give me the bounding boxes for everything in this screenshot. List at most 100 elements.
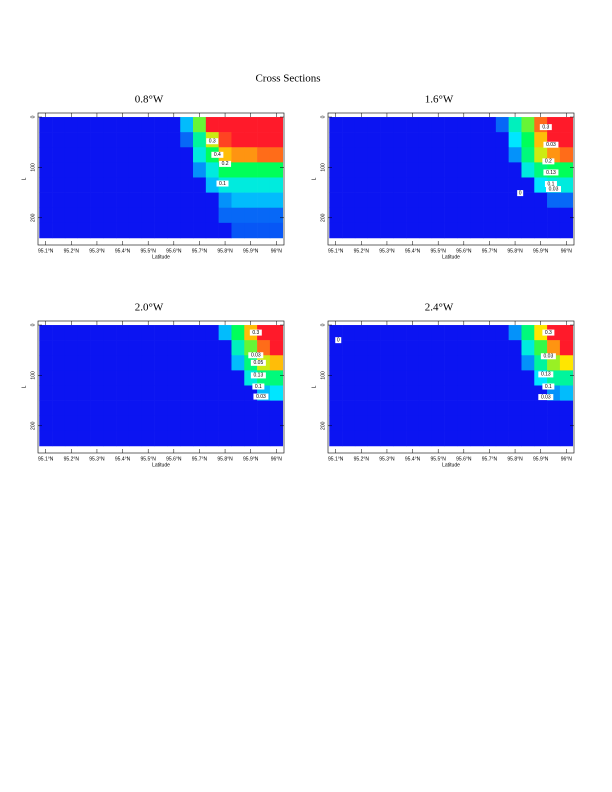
heatmap-cell: [116, 325, 130, 341]
x-tick-label: 95.3°N: [89, 248, 105, 254]
heatmap-cell: [193, 385, 207, 401]
heatmap-cell: [380, 370, 394, 386]
heatmap-cell: [354, 117, 369, 133]
heatmap-cell: [329, 325, 343, 341]
contour-label: 0: [337, 337, 340, 343]
heatmap-cell: [39, 192, 53, 209]
heatmap-cell: [103, 117, 117, 133]
heatmap-cell: [218, 400, 232, 417]
heatmap-cell: [559, 147, 574, 163]
heatmap-cell: [77, 117, 91, 133]
heatmap-cell: [559, 430, 574, 447]
heatmap-cell: [418, 415, 433, 432]
heatmap-cell: [141, 355, 155, 371]
heatmap-cell: [180, 340, 194, 356]
heatmap-cell: [559, 192, 574, 209]
heatmap-cell: [354, 192, 369, 209]
heatmap-cell: [367, 385, 381, 401]
heatmap-cell: [193, 400, 207, 417]
heatmap-cell: [534, 207, 548, 224]
heatmap-cell: [457, 370, 471, 386]
heatmap-cell: [406, 340, 420, 356]
heatmap-cell: [393, 355, 407, 371]
heatmap-cell: [244, 430, 258, 447]
x-tick-label: 95.2°N: [64, 456, 80, 462]
heatmap-cell: [77, 132, 91, 148]
heatmap-cell: [329, 222, 343, 239]
heatmap-cell: [431, 177, 445, 193]
heatmap-cell: [495, 370, 509, 386]
heatmap-cell: [154, 325, 168, 341]
heatmap-cell: [193, 117, 207, 133]
annotation-box: [249, 329, 262, 336]
heatmap-cell: [547, 192, 561, 209]
heatmap-cell: [180, 192, 194, 209]
heatmap-cell: [39, 430, 53, 447]
heatmap-cell: [431, 370, 445, 386]
heatmap-cell: [128, 370, 143, 386]
heatmap-cell: [559, 177, 574, 193]
heatmap-cell: [393, 207, 407, 224]
heatmap-cell: [52, 207, 66, 224]
heatmap-cell: [354, 147, 369, 163]
annotation-box: [335, 337, 342, 344]
x-tick-label: 95.6°N: [166, 248, 182, 254]
heatmap-cell: [329, 207, 343, 224]
heatmap-cell: [52, 192, 66, 209]
heatmap-cell: [269, 370, 284, 386]
heatmap-cell: [559, 370, 574, 386]
heatmap-cell: [380, 162, 394, 178]
heatmap-cell: [39, 400, 53, 417]
heatmap-cell: [508, 400, 522, 417]
x-tick-label: 95.3°N: [89, 456, 105, 462]
heatmap-cell: [244, 207, 258, 224]
heatmap-cell: [90, 222, 104, 239]
x-tick-label: 95.9°N: [243, 456, 259, 462]
heatmap-cell: [64, 162, 79, 178]
x-tick-label: 95.1°N: [38, 248, 54, 254]
heatmap-cell: [116, 385, 130, 401]
heatmap-cell: [534, 192, 548, 209]
heatmap-cell: [64, 222, 79, 239]
heatmap-cell: [406, 192, 420, 209]
heatmap-cell: [406, 207, 420, 224]
x-tick-label: 95.8°N: [217, 456, 233, 462]
heatmap-cell: [205, 222, 219, 239]
heatmap-cell: [154, 132, 168, 148]
heatmap-cell: [457, 355, 471, 371]
heatmap-cell: [64, 325, 79, 341]
heatmap-cell: [77, 370, 91, 386]
heatmap-cell: [231, 132, 245, 148]
heatmap-cell: [218, 415, 232, 432]
heatmap-cell: [128, 192, 143, 209]
heatmap-cell: [64, 192, 79, 209]
heatmap-cell: [205, 340, 219, 356]
heatmap-cell: [90, 162, 104, 178]
heatmap-cell: [77, 430, 91, 447]
heatmap-cell: [269, 162, 284, 178]
heatmap-cell: [128, 340, 143, 356]
heatmap-cell: [231, 355, 245, 371]
heatmap-cell: [205, 192, 219, 209]
heatmap-cell: [269, 400, 284, 417]
heatmap-cell: [231, 117, 245, 133]
heatmap-cell: [103, 415, 117, 432]
heatmap-cell: [218, 147, 232, 163]
heatmap-cell: [547, 340, 561, 356]
x-tick-label: 95.2°N: [64, 248, 80, 254]
heatmap-cell: [154, 147, 168, 163]
heatmap-cell: [52, 370, 66, 386]
heatmap-cell: [52, 415, 66, 432]
heatmap-cell: [380, 355, 394, 371]
heatmap-cell: [269, 415, 284, 432]
heatmap-cell: [116, 192, 130, 209]
heatmap-cell: [116, 370, 130, 386]
contour-label: 0.1: [547, 181, 554, 187]
heatmap-cell: [218, 325, 232, 341]
heatmap-cell: [231, 370, 245, 386]
contour-label: 0.3: [209, 139, 216, 145]
heatmap-cell: [380, 132, 394, 148]
heatmap-cell: [354, 370, 369, 386]
heatmap-cell: [205, 385, 219, 401]
heatmap-cell: [470, 132, 484, 148]
